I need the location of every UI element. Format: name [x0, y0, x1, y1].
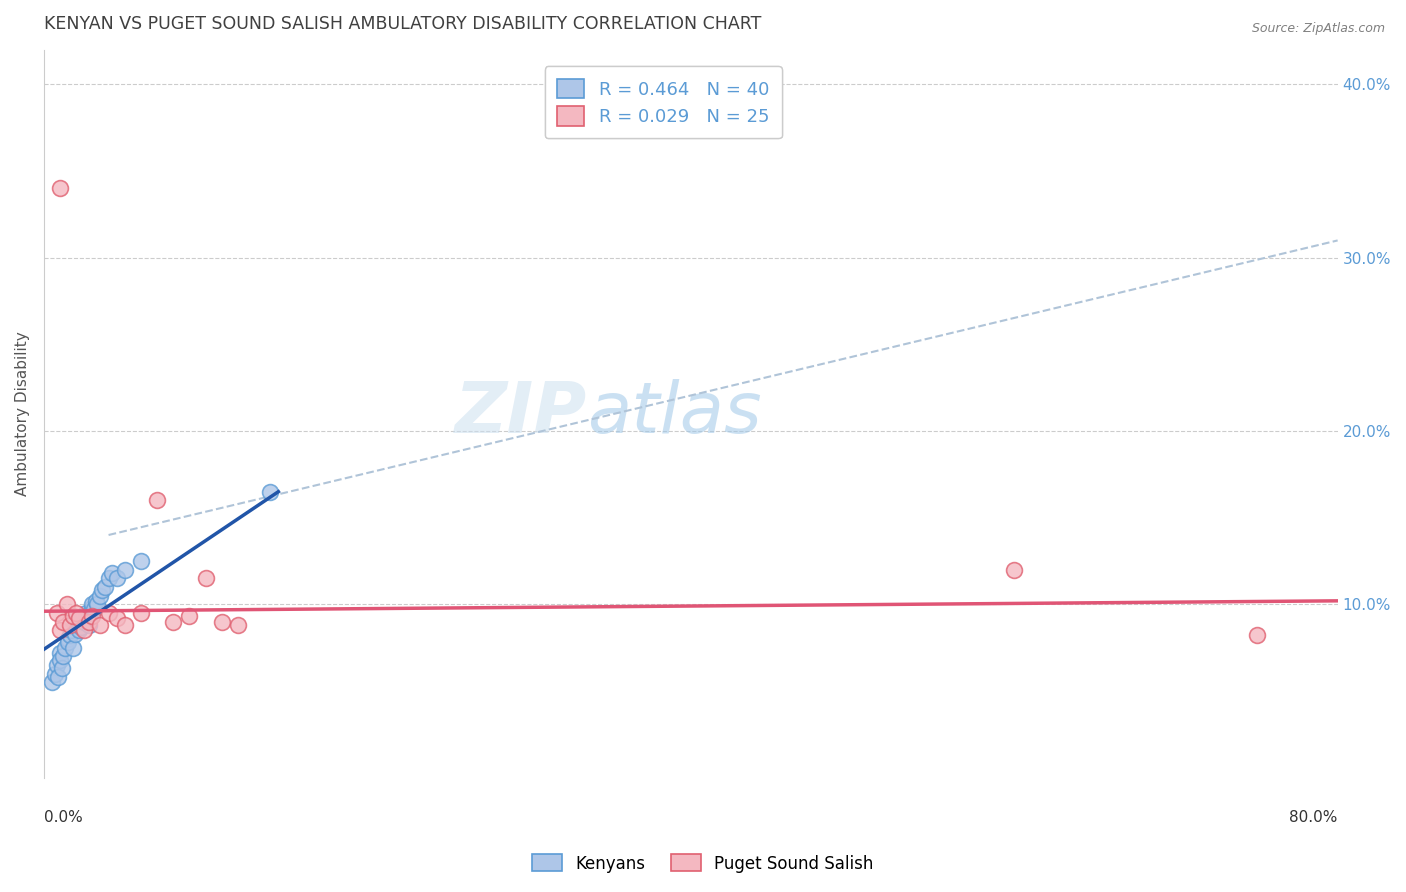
Text: 0.0%: 0.0% — [44, 810, 83, 825]
Point — [76, 611, 98, 625]
Point — [84, 594, 107, 608]
Point — [51, 661, 73, 675]
Point — [59, 618, 82, 632]
Text: 80.0%: 80.0% — [1289, 810, 1337, 825]
Point — [77, 615, 100, 629]
Point — [62, 640, 84, 655]
Point — [129, 606, 152, 620]
Legend: Kenyans, Puget Sound Salish: Kenyans, Puget Sound Salish — [526, 847, 880, 880]
Point — [65, 611, 87, 625]
Point — [75, 606, 97, 620]
Point — [101, 566, 124, 581]
Point — [82, 609, 104, 624]
Point — [211, 615, 233, 629]
Point — [162, 615, 184, 629]
Point — [52, 649, 75, 664]
Point — [69, 624, 91, 638]
Point — [83, 602, 105, 616]
Point — [114, 618, 136, 632]
Point — [48, 670, 70, 684]
Point — [259, 484, 281, 499]
Point — [146, 493, 169, 508]
Text: atlas: atlas — [588, 379, 762, 448]
Point — [62, 609, 84, 624]
Point — [97, 606, 120, 620]
Point — [73, 615, 96, 629]
Y-axis label: Ambulatory Disability: Ambulatory Disability — [15, 331, 30, 496]
Point — [49, 181, 72, 195]
Point — [97, 571, 120, 585]
Point — [72, 609, 94, 624]
Point — [94, 580, 117, 594]
Point — [70, 620, 93, 634]
Point — [105, 571, 128, 585]
Point — [56, 635, 79, 649]
Point — [179, 609, 201, 624]
Point — [59, 628, 82, 642]
Point — [73, 624, 96, 638]
Point — [129, 554, 152, 568]
Point — [49, 646, 72, 660]
Point — [91, 583, 114, 598]
Point — [66, 615, 89, 629]
Point — [45, 657, 67, 672]
Point — [49, 653, 72, 667]
Point — [44, 666, 66, 681]
Point — [89, 589, 111, 603]
Point — [114, 563, 136, 577]
Point — [45, 606, 67, 620]
Point — [41, 675, 63, 690]
Point — [226, 618, 249, 632]
Point — [65, 606, 87, 620]
Point — [49, 624, 72, 638]
Point — [65, 618, 87, 632]
Point — [55, 597, 77, 611]
Point — [82, 597, 104, 611]
Point — [52, 615, 75, 629]
Point — [1246, 628, 1268, 642]
Legend: R = 0.464   N = 40, R = 0.029   N = 25: R = 0.464 N = 40, R = 0.029 N = 25 — [544, 66, 782, 138]
Point — [89, 618, 111, 632]
Point — [56, 632, 79, 646]
Point — [77, 618, 100, 632]
Text: Source: ZipAtlas.com: Source: ZipAtlas.com — [1251, 22, 1385, 36]
Point — [194, 571, 217, 585]
Point — [80, 606, 103, 620]
Point — [86, 597, 108, 611]
Point — [1002, 563, 1025, 577]
Point — [60, 624, 83, 638]
Text: ZIP: ZIP — [456, 379, 588, 448]
Point — [53, 640, 76, 655]
Point — [69, 611, 91, 625]
Text: KENYAN VS PUGET SOUND SALISH AMBULATORY DISABILITY CORRELATION CHART: KENYAN VS PUGET SOUND SALISH AMBULATORY … — [44, 15, 761, 33]
Point — [105, 611, 128, 625]
Point — [82, 600, 104, 615]
Point — [63, 626, 86, 640]
